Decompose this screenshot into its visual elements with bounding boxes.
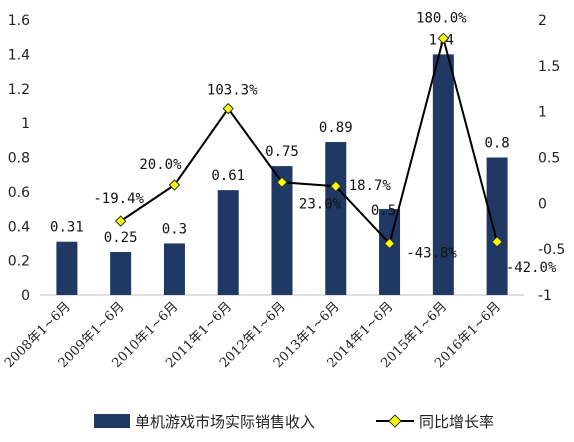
left-tick-label: 1.2 bbox=[8, 82, 30, 98]
bar-data-label: 0.8 bbox=[484, 136, 509, 152]
left-tick-label: 0.2 bbox=[8, 254, 30, 270]
growth-data-label: 23.0% bbox=[299, 196, 342, 212]
right-y-axis: -1 -0.5 0 0.5 1 1.5 2 bbox=[538, 13, 565, 304]
growth-data-label: -42.0% bbox=[506, 260, 557, 276]
bar bbox=[379, 209, 401, 295]
legend-bar-swatch bbox=[94, 414, 130, 428]
bar-data-label: 0.5 bbox=[371, 203, 396, 219]
bar bbox=[56, 241, 78, 295]
growth-data-label: 180.0% bbox=[416, 10, 467, 26]
growth-data-label: 103.3% bbox=[207, 83, 258, 99]
legend-marker-swatch bbox=[388, 414, 402, 428]
legend-line-label: 同比增长率 bbox=[419, 413, 494, 431]
left-tick-label: 0.4 bbox=[8, 219, 30, 235]
bar-data-label: 0.61 bbox=[211, 168, 245, 184]
growth-marker bbox=[383, 237, 396, 250]
bar bbox=[110, 252, 132, 295]
left-y-axis: 0 0.2 0.4 0.6 0.8 1 1.2 1.4 1.6 bbox=[8, 13, 30, 304]
right-tick-label: 2 bbox=[538, 13, 547, 29]
bar-data-label: 0.25 bbox=[104, 230, 138, 246]
right-tick-label: 0.5 bbox=[538, 151, 560, 167]
growth-data-label: -19.4% bbox=[93, 191, 144, 207]
legend-bar-label: 单机游戏市场实际销售收入 bbox=[135, 413, 315, 431]
category-labels: 2008年1~6月2009年1~6月2010年1~6月2011年1~6月2012… bbox=[2, 299, 504, 371]
line-series: -19.4% 20.0% 103.3% 23.0% 18.7% -43.8% 180.0% -… bbox=[93, 10, 557, 276]
growth-marker bbox=[114, 215, 127, 227]
right-tick-label: 0 bbox=[538, 196, 547, 212]
growth-marker bbox=[168, 179, 181, 191]
bar-data-label: 0.75 bbox=[265, 144, 299, 160]
bar-data-label: 0.89 bbox=[319, 120, 353, 136]
bar-data-label: 0.31 bbox=[50, 220, 84, 236]
left-tick-label: 0.6 bbox=[8, 185, 30, 201]
right-tick-label: -1 bbox=[538, 288, 552, 304]
right-tick-label: 1.5 bbox=[538, 59, 560, 75]
growth-data-label: 20.0% bbox=[139, 157, 182, 173]
bar bbox=[163, 243, 185, 295]
growth-marker bbox=[222, 102, 234, 115]
left-tick-label: 1.6 bbox=[8, 13, 30, 29]
bar bbox=[486, 157, 508, 295]
growth-data-label: 18.7% bbox=[349, 178, 392, 194]
growth-data-label: -43.8% bbox=[406, 245, 457, 261]
legend: 单机游戏市场实际销售收入 同比增长率 bbox=[94, 413, 494, 431]
left-tick-label: 0 bbox=[21, 288, 30, 304]
right-tick-label: 1 bbox=[538, 105, 547, 121]
growth-marker bbox=[437, 32, 450, 45]
bar-series: 0.310.250.30.610.750.890.51.40.8 bbox=[50, 32, 510, 295]
bar bbox=[325, 142, 347, 295]
right-tick-label: -0.5 bbox=[538, 242, 565, 258]
left-tick-label: 1 bbox=[21, 116, 30, 132]
growth-marker bbox=[491, 236, 503, 248]
left-tick-label: 0.8 bbox=[8, 151, 30, 167]
bar bbox=[271, 166, 293, 295]
growth-marker bbox=[276, 176, 288, 188]
bar bbox=[432, 54, 454, 295]
growth-marker bbox=[330, 180, 342, 192]
bar-data-label: 0.3 bbox=[162, 221, 187, 237]
growth-line bbox=[120, 34, 499, 246]
bar bbox=[217, 190, 239, 295]
left-tick-label: 1.4 bbox=[8, 47, 30, 63]
